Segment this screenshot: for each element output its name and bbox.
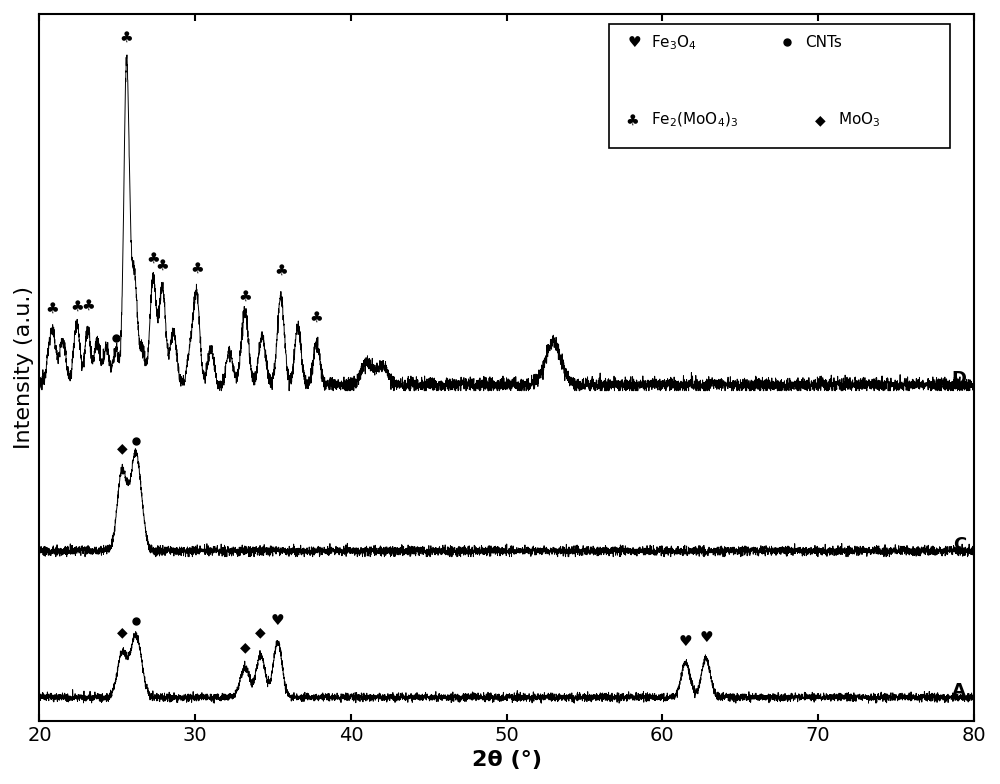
Text: ◆: ◆ bbox=[815, 113, 826, 127]
Text: ♥: ♥ bbox=[679, 634, 693, 649]
Text: ♣: ♣ bbox=[310, 310, 323, 325]
Text: ♥: ♥ bbox=[271, 613, 285, 628]
Text: CNTs: CNTs bbox=[806, 34, 842, 49]
Text: ♣: ♣ bbox=[120, 30, 133, 45]
Y-axis label: Intensity (a.u.): Intensity (a.u.) bbox=[14, 286, 34, 448]
Text: ♣: ♣ bbox=[81, 298, 95, 313]
Text: Fe$_2$(MoO$_4$)$_3$: Fe$_2$(MoO$_4$)$_3$ bbox=[651, 111, 739, 129]
Text: ♣: ♣ bbox=[146, 251, 160, 266]
Text: ◆: ◆ bbox=[117, 625, 127, 639]
Text: MoO$_3$: MoO$_3$ bbox=[838, 111, 881, 129]
Text: D: D bbox=[951, 370, 966, 388]
Text: ◆: ◆ bbox=[255, 626, 266, 640]
Text: ♣: ♣ bbox=[625, 112, 639, 128]
Text: ♣: ♣ bbox=[45, 301, 59, 316]
Text: ♣: ♣ bbox=[190, 260, 204, 275]
Text: ♥: ♥ bbox=[628, 34, 642, 49]
Text: ♣: ♣ bbox=[238, 289, 252, 304]
Text: ♣: ♣ bbox=[70, 299, 84, 314]
Text: ♣: ♣ bbox=[274, 263, 288, 278]
X-axis label: 2θ (°): 2θ (°) bbox=[472, 750, 542, 770]
Text: ♥: ♥ bbox=[699, 630, 713, 644]
Text: ◆: ◆ bbox=[240, 641, 250, 655]
Text: ◆: ◆ bbox=[117, 441, 127, 456]
Text: C: C bbox=[953, 536, 966, 554]
Text: A: A bbox=[952, 682, 966, 700]
FancyBboxPatch shape bbox=[609, 24, 950, 148]
Text: ♣: ♣ bbox=[156, 257, 169, 272]
Text: Fe$_3$O$_4$: Fe$_3$O$_4$ bbox=[651, 33, 697, 52]
